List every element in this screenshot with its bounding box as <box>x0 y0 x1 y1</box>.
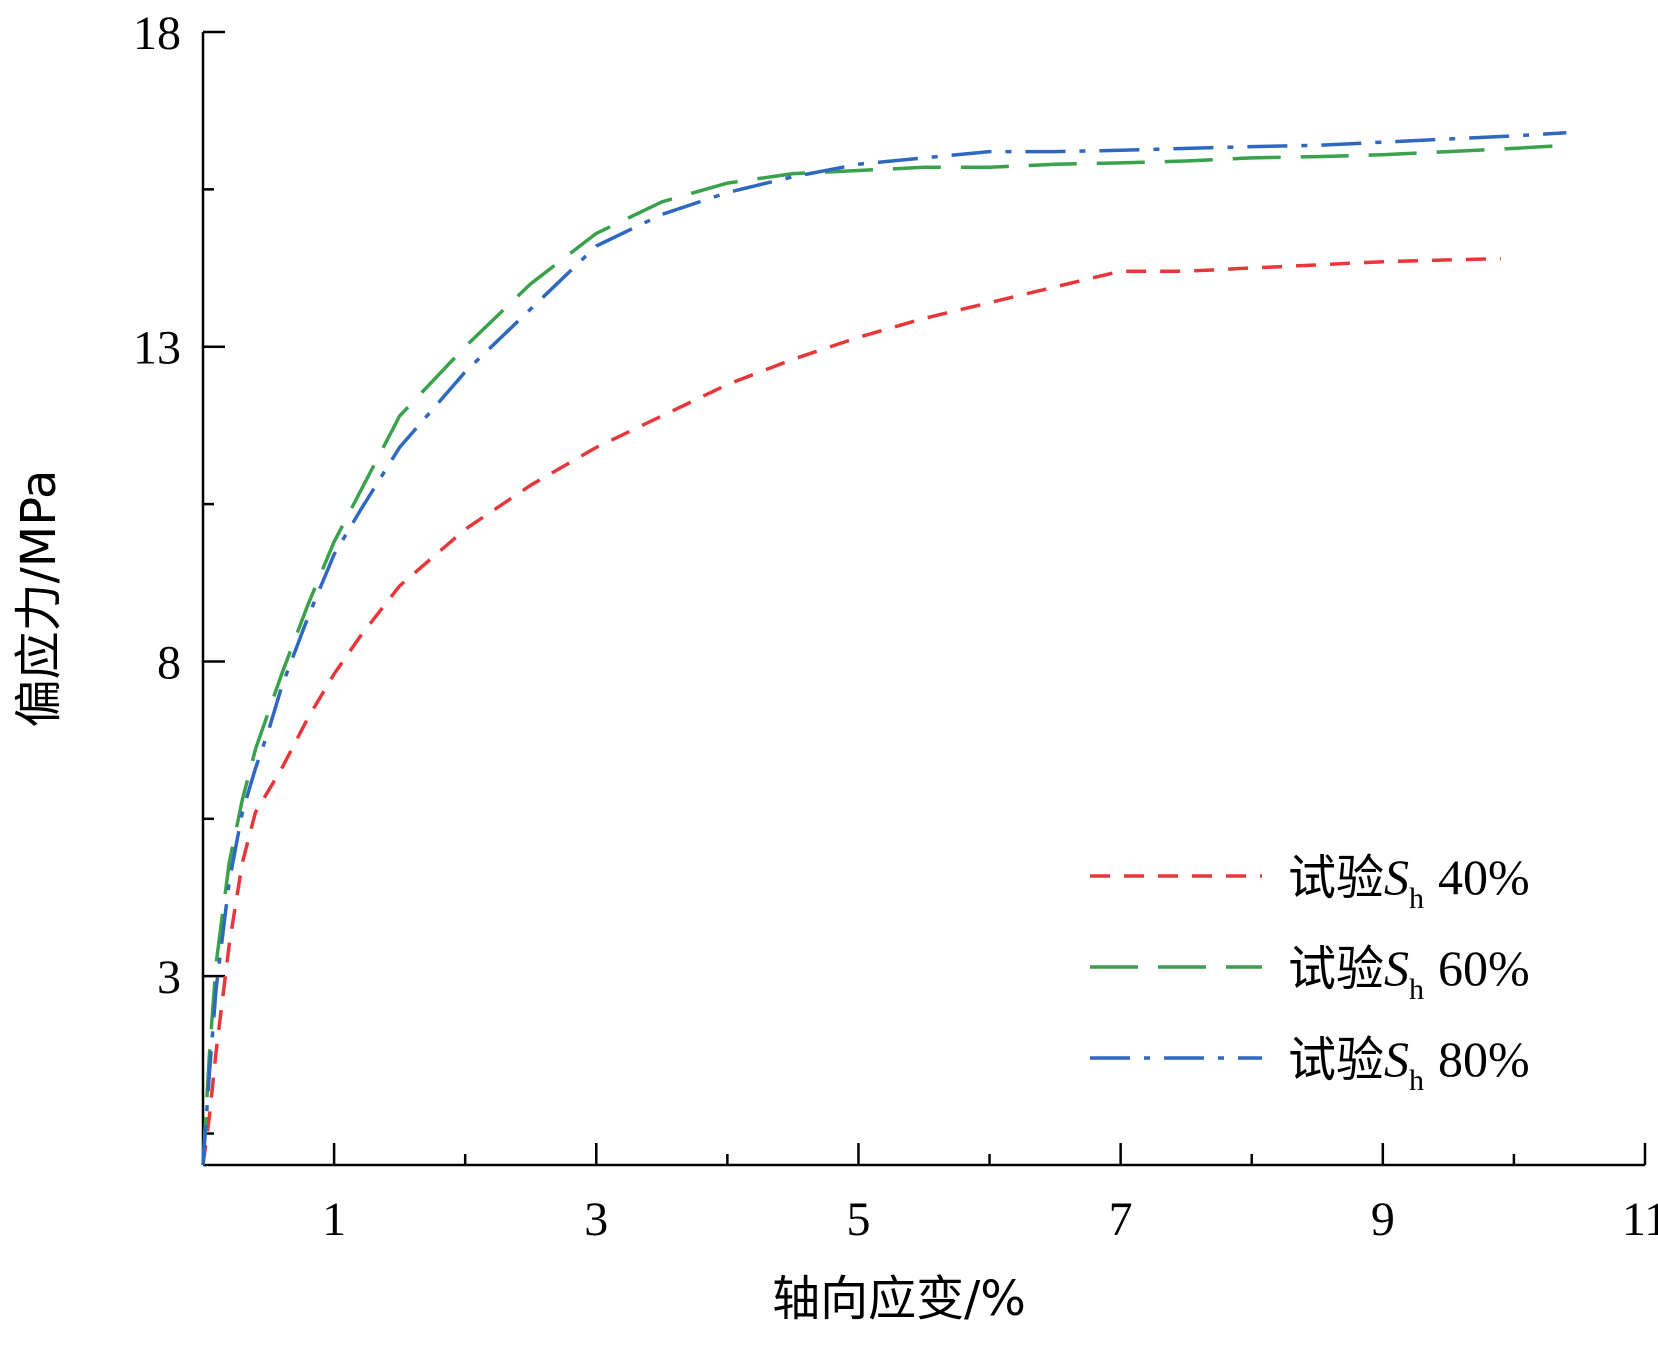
x-tick-label: 3 <box>584 1193 608 1246</box>
x-tick-label: 5 <box>846 1193 870 1246</box>
y-axis-title: 偏应力/MPa <box>11 470 67 728</box>
legend-label: 试验Sh 60% <box>1288 940 1530 1006</box>
legend-item: 试验Sh 40% <box>1090 849 1530 915</box>
legend-item: 试验Sh 80% <box>1090 1031 1530 1097</box>
x-tick-label: 11 <box>1622 1193 1658 1246</box>
x-tick-label: 1 <box>322 1193 346 1246</box>
y-tick-label: 13 <box>133 322 181 375</box>
legend: 试验Sh 40% 试验Sh 60% 试验Sh 80% <box>1090 849 1530 1097</box>
series-line-1 <box>201 256 1501 1166</box>
x-tick-label: 7 <box>1109 1193 1133 1246</box>
series-group <box>201 130 1567 1166</box>
y-tick-label: 8 <box>157 636 181 689</box>
series-line-3 <box>201 130 1567 1166</box>
axes <box>201 32 1645 1167</box>
x-tick-label: 9 <box>1371 1193 1395 1246</box>
y-tick-label: 3 <box>157 951 181 1004</box>
legend-label: 试验Sh 80% <box>1288 1031 1530 1097</box>
series-line-2 <box>201 143 1567 1166</box>
y-tick-label: 18 <box>133 7 181 60</box>
legend-item: 试验Sh 60% <box>1090 940 1530 1006</box>
legend-label: 试验Sh 40% <box>1288 849 1530 915</box>
x-axis-title: 轴向应变/% <box>772 1271 1026 1327</box>
